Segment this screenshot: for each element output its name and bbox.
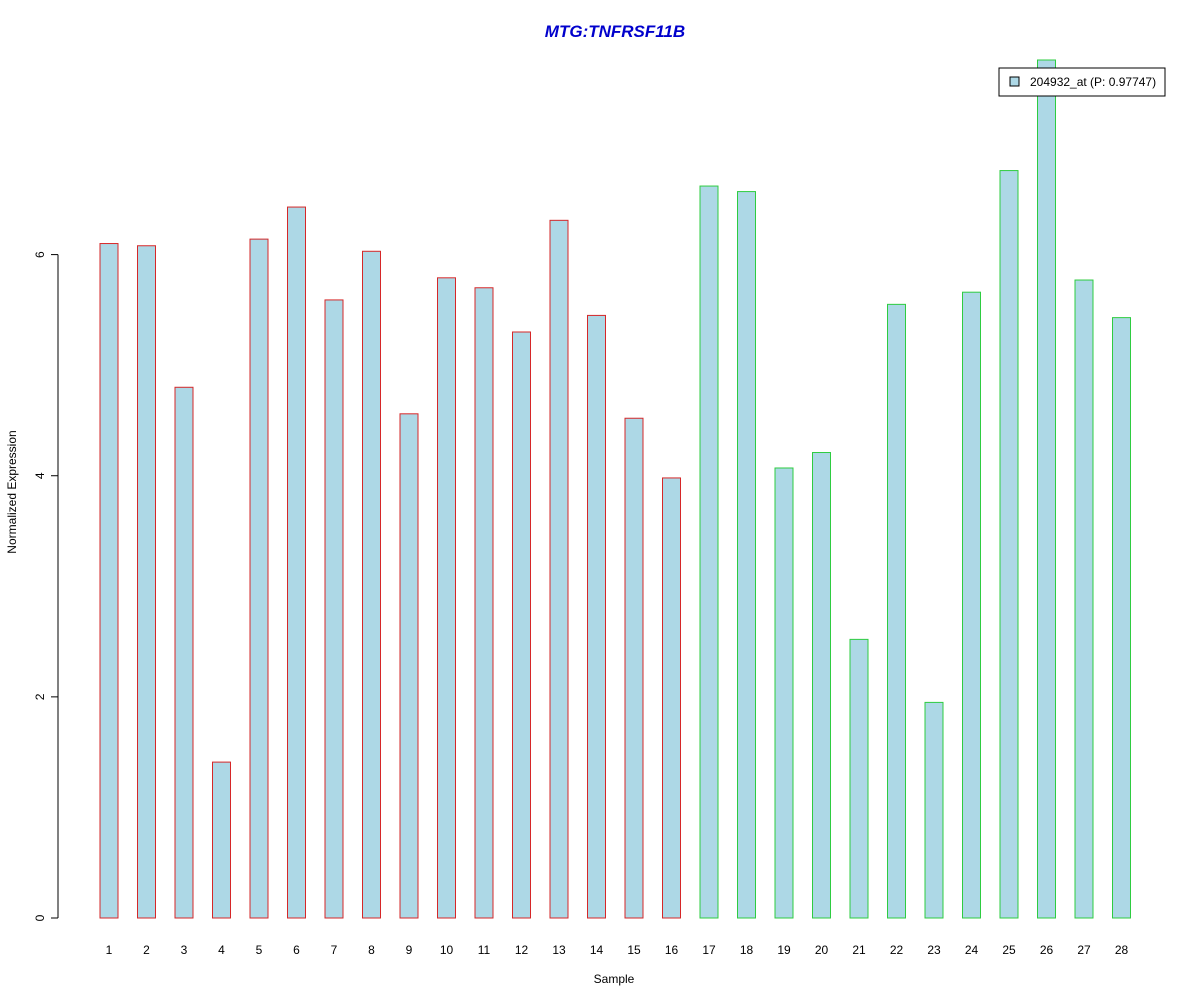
x-tick-label: 13 bbox=[552, 943, 566, 957]
x-tick-labels: 1 2 3 4 5 6 7 8 9 10 11 12 13 14 15 16 17 18 19 20 21 22 23 24 2… bbox=[106, 943, 1129, 957]
bar-sample-11 bbox=[474, 287, 494, 919]
bar-sample-10 bbox=[437, 277, 456, 919]
bar-sample-13 bbox=[549, 219, 569, 919]
x-tick-label: 21 bbox=[852, 943, 866, 957]
legend: 204932_at (P: 0.97747) bbox=[998, 67, 1166, 97]
bar-sample-6 bbox=[287, 206, 306, 919]
x-tick-label: 24 bbox=[965, 943, 979, 957]
bar-sample-14 bbox=[587, 314, 606, 919]
bar-sample-22 bbox=[887, 303, 906, 919]
bar-sample-24 bbox=[962, 291, 981, 919]
x-tick-label: 14 bbox=[590, 943, 604, 957]
x-tick-label: 8 bbox=[368, 943, 375, 957]
x-tick-label: 26 bbox=[1040, 943, 1054, 957]
bar-sample-18 bbox=[737, 191, 756, 919]
y-tick-label: 4 bbox=[33, 472, 47, 479]
x-tick-label: 1 bbox=[106, 943, 113, 957]
x-tick-label: 27 bbox=[1077, 943, 1091, 957]
x-tick-label: 20 bbox=[815, 943, 829, 957]
x-tick-label: 11 bbox=[478, 943, 491, 957]
chart-title: MTG:TNFRSF11B bbox=[545, 22, 685, 41]
bar-sample-1 bbox=[99, 243, 119, 919]
bar-sample-19 bbox=[774, 467, 794, 919]
bar-sample-27 bbox=[1074, 279, 1094, 919]
legend-label: 204932_at (P: 0.97747) bbox=[1030, 75, 1156, 89]
bar-sample-23 bbox=[924, 701, 944, 919]
legend-swatch bbox=[1009, 76, 1020, 87]
y-axis: 0 2 4 6 bbox=[33, 251, 59, 921]
bar-sample-17 bbox=[699, 185, 719, 919]
y-axis-label: Normalized Expression bbox=[5, 430, 19, 553]
bar-sample-21 bbox=[849, 638, 869, 919]
x-tick-label: 4 bbox=[218, 943, 225, 957]
x-tick-label: 18 bbox=[740, 943, 754, 957]
x-tick-label: 22 bbox=[890, 943, 904, 957]
y-tick-label: 2 bbox=[33, 693, 47, 700]
x-tick-label: 5 bbox=[256, 943, 263, 957]
bar-sample-2 bbox=[137, 245, 156, 919]
x-tick-label: 15 bbox=[627, 943, 641, 957]
bar-sample-9 bbox=[399, 413, 419, 919]
x-tick-label: 23 bbox=[927, 943, 941, 957]
bar-sample-3 bbox=[174, 386, 194, 919]
y-tick-label: 0 bbox=[33, 914, 47, 921]
bar-sample-26 bbox=[1037, 59, 1056, 919]
bar-sample-16 bbox=[662, 477, 681, 919]
x-tick-label: 12 bbox=[515, 943, 529, 957]
x-tick-label: 6 bbox=[293, 943, 300, 957]
bar-sample-15 bbox=[624, 417, 644, 919]
x-tick-label: 2 bbox=[143, 943, 150, 957]
x-tick-label: 7 bbox=[331, 943, 338, 957]
x-tick-label: 28 bbox=[1115, 943, 1129, 957]
y-tick-label: 6 bbox=[33, 251, 47, 258]
bar-sample-28 bbox=[1112, 317, 1131, 919]
bar-sample-7 bbox=[324, 299, 344, 919]
x-tick-label: 9 bbox=[406, 943, 413, 957]
bar-sample-4 bbox=[212, 761, 231, 919]
bar-sample-8 bbox=[362, 250, 381, 919]
x-axis-label: Sample bbox=[594, 972, 635, 986]
x-tick-label: 25 bbox=[1002, 943, 1016, 957]
x-tick-label: 16 bbox=[665, 943, 679, 957]
bar-sample-20 bbox=[812, 452, 831, 919]
x-tick-label: 3 bbox=[181, 943, 188, 957]
bar-sample-25 bbox=[999, 170, 1019, 919]
x-tick-label: 19 bbox=[777, 943, 791, 957]
x-tick-label: 10 bbox=[440, 943, 454, 957]
x-tick-label: 17 bbox=[702, 943, 716, 957]
bar-sample-5 bbox=[249, 238, 269, 919]
bar-sample-12 bbox=[512, 331, 531, 919]
bars-group bbox=[99, 59, 1131, 919]
legend-box bbox=[998, 67, 1166, 97]
